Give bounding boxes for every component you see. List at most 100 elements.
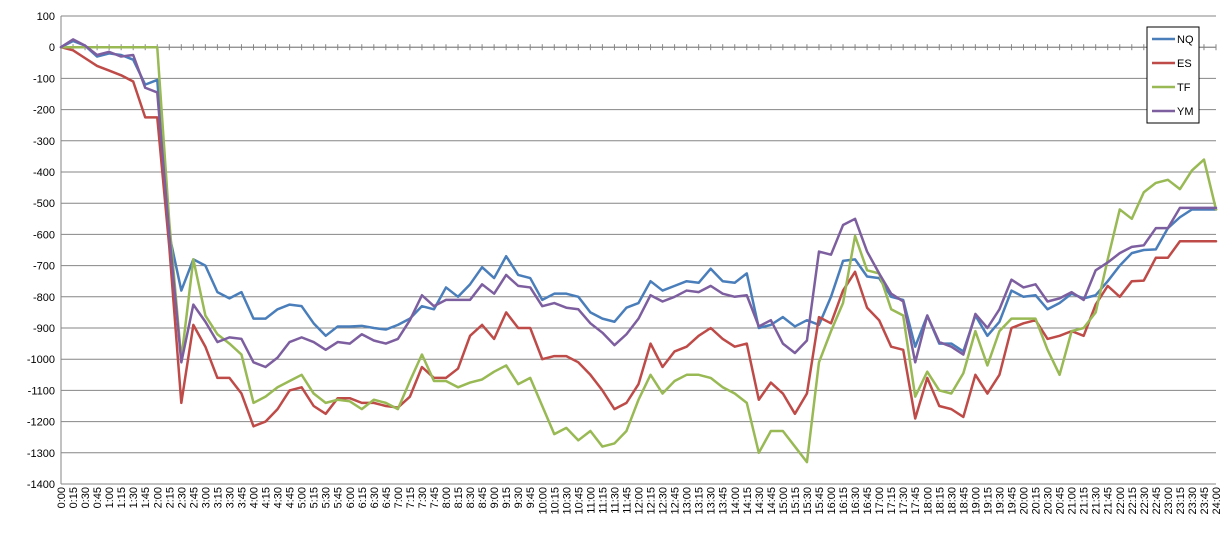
- x-tick-label: 8:00: [441, 487, 453, 508]
- x-tick-label: 22:30: [1139, 487, 1151, 515]
- x-tick-label: 5:15: [309, 487, 321, 508]
- x-tick-label: 13:15: [694, 487, 706, 515]
- y-tick-label: -1300: [27, 448, 55, 460]
- series-line-es: [59, 45, 1218, 428]
- y-tick-label: -600: [33, 229, 55, 241]
- x-tick-label: 16:00: [826, 487, 838, 515]
- x-tick-label: 9:00: [489, 487, 501, 508]
- y-tick-label: 100: [37, 11, 55, 23]
- x-tick-label: 22:15: [1127, 487, 1139, 515]
- x-tick-label: 0:15: [68, 487, 80, 508]
- x-tick-label: 1:30: [128, 487, 140, 508]
- x-tick-label: 4:30: [273, 487, 285, 508]
- x-tick-label: 18:30: [946, 487, 958, 515]
- x-tick-label: 15:45: [814, 487, 826, 515]
- x-tick-label: 21:30: [1091, 487, 1103, 515]
- legend: NQ ES TF YM: [1146, 26, 1200, 124]
- x-tick-label: 0:00: [56, 487, 68, 508]
- y-tick-label: -700: [33, 261, 55, 273]
- y-tick-label: -1100: [28, 385, 55, 397]
- x-tick-label: 2:45: [188, 487, 200, 508]
- x-tick-label: 17:00: [874, 487, 886, 515]
- x-tick-label: 8:45: [477, 487, 489, 508]
- x-tick-label: 7:00: [393, 487, 405, 508]
- x-tick-label: 5:30: [321, 487, 333, 508]
- x-tick-label: 11:45: [621, 487, 633, 514]
- x-tick-label: 4:15: [261, 487, 273, 508]
- y-tick-label: -1000: [27, 354, 55, 366]
- x-tick-label: 11:15: [597, 487, 609, 514]
- x-tick-label: 14:00: [730, 487, 742, 515]
- x-tick-label: 9:30: [513, 487, 525, 508]
- x-tick-label: 12:00: [634, 487, 646, 515]
- x-tick-label: 23:00: [1163, 487, 1175, 515]
- legend-label-es: ES: [1177, 58, 1192, 70]
- x-tick-label: 18:15: [934, 487, 946, 515]
- y-tick-label: -800: [33, 292, 55, 304]
- x-tick-label: 18:45: [958, 487, 970, 515]
- y-tick-label: -1400: [27, 479, 55, 491]
- x-tick-label: 19:00: [970, 487, 982, 515]
- x-tick-label: 2:30: [176, 487, 188, 508]
- x-tick-label: 9:15: [501, 487, 513, 508]
- x-tick-label: 22:00: [1115, 487, 1127, 515]
- x-tick-label: 21:15: [1079, 487, 1091, 515]
- x-tick-label: 6:15: [357, 487, 369, 508]
- x-tick-label: 22:45: [1151, 487, 1163, 515]
- x-tick-label: 1:00: [104, 487, 116, 508]
- series-line-nq: [59, 39, 1218, 353]
- x-tick-label: 11:30: [609, 487, 621, 514]
- legend-label-tf: TF: [1177, 82, 1191, 94]
- x-tick-label: 0:30: [80, 487, 92, 508]
- x-tick-label: 14:15: [742, 487, 754, 515]
- x-tick-label: 19:15: [982, 487, 994, 515]
- x-tick-label: 10:30: [561, 487, 573, 515]
- x-tick-label: 17:30: [898, 487, 910, 515]
- x-tick-label: 12:30: [658, 487, 670, 515]
- x-tick-label: 7:45: [429, 487, 441, 508]
- x-tick-label: 0:45: [92, 487, 104, 508]
- x-tick-label: 24:00: [1211, 487, 1223, 515]
- x-tick-label: 6:45: [381, 487, 393, 508]
- x-tick-label: 5:00: [297, 487, 309, 508]
- x-tick-label: 1:15: [116, 487, 128, 508]
- x-tick-label: 13:00: [682, 487, 694, 515]
- gridlines: [61, 15, 1216, 485]
- x-tick-label: 6:00: [345, 487, 357, 508]
- x-tick-label: 10:15: [549, 487, 561, 515]
- x-tick-label: 18:00: [922, 487, 934, 515]
- x-tick-label: 19:30: [994, 487, 1006, 515]
- legend-label-ym: YM: [1177, 106, 1194, 118]
- x-tick-label: 17:15: [886, 487, 898, 515]
- x-tick-label: 11:00: [585, 487, 597, 514]
- x-tick-label: 5:45: [333, 487, 345, 508]
- x-tick-label: 7:15: [405, 487, 417, 508]
- legend-box: [1146, 26, 1200, 124]
- x-tick-label: 14:45: [766, 487, 778, 515]
- y-tick-label: -1200: [27, 417, 55, 429]
- x-tick-label: 9:45: [525, 487, 537, 508]
- series-line-ym: [59, 38, 1218, 369]
- x-tick-label: 20:00: [1019, 487, 1031, 515]
- x-tick-label: 15:00: [778, 487, 790, 515]
- x-tick-label: 4:45: [285, 487, 297, 508]
- x-tick-label: 23:45: [1199, 487, 1211, 515]
- x-tick-label: 2:00: [152, 487, 164, 508]
- x-tick-label: 15:15: [790, 487, 802, 515]
- x-tick-label: 8:15: [453, 487, 465, 508]
- x-tick-label: 12:15: [646, 487, 658, 515]
- x-tick-label: 19:45: [1006, 487, 1018, 515]
- x-tick-label: 10:00: [537, 487, 549, 515]
- x-tick-label: 3:00: [200, 487, 212, 508]
- x-tick-label: 20:15: [1031, 487, 1043, 515]
- x-tick-label: 3:30: [224, 487, 236, 508]
- x-tick-label: 23:15: [1175, 487, 1187, 515]
- x-tick-label: 15:30: [802, 487, 814, 515]
- x-tick-label: 14:30: [754, 487, 766, 515]
- x-tick-label: 13:45: [718, 487, 730, 515]
- x-tick-label: 6:30: [369, 487, 381, 508]
- y-tick-label: -500: [33, 198, 55, 210]
- y-tick-label: -900: [33, 323, 55, 335]
